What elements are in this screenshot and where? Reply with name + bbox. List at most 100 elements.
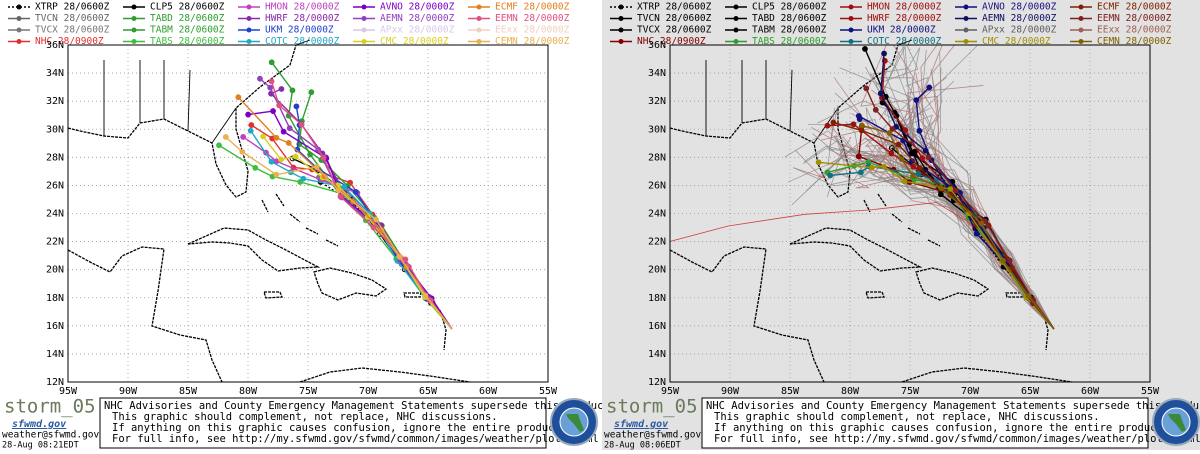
legend-marker [1078, 27, 1084, 33]
y-tick-label: 12N [46, 377, 64, 388]
x-tick-label: 85W [179, 386, 198, 397]
x-tick-label: 90W [721, 386, 740, 397]
track-marker [298, 121, 305, 128]
legend-marker [131, 27, 137, 33]
track-marker [872, 106, 879, 113]
track-marker [239, 148, 246, 155]
legend-label: TVCX 28/0600Z [637, 25, 712, 36]
ensemble-track [853, 142, 1055, 330]
legend-label: AVNO 28/0000Z [982, 2, 1057, 13]
legend-marker [848, 39, 854, 44]
track-marker [308, 89, 315, 96]
track-marker [216, 142, 222, 149]
logo-text: sfwmd.gov [12, 419, 67, 430]
track-marker [857, 169, 864, 176]
legend-label: TABM 28/0600Z [150, 25, 225, 36]
notice-line: For full info, see http://my.sfwmd.gov/s… [714, 433, 1200, 445]
legend-marker [963, 4, 969, 10]
track-marker [278, 86, 285, 92]
track-marker [352, 189, 359, 195]
legend-marker [476, 4, 482, 10]
track-marker [222, 134, 229, 140]
email: weather@sfwmd.gov [2, 430, 100, 441]
x-tick-label: 80W [841, 386, 860, 397]
notice-line: This graphic should complement, not repl… [714, 411, 1100, 423]
legend-label: CMC 28/0000Z [380, 36, 449, 47]
track-marker [397, 254, 403, 260]
map-frame [67, 44, 549, 383]
track-marker [320, 154, 327, 161]
notice-line: If anything on this graphic causes confu… [112, 422, 567, 434]
track-marker [273, 134, 280, 141]
track-marker [881, 50, 887, 57]
legend-label: EEMN 28/0000Z [1097, 13, 1172, 24]
track-marker [1025, 293, 1032, 299]
legend-label: AEMN 28/0000Z [380, 13, 455, 24]
track-marker [938, 185, 944, 191]
legend-label: TVCX 28/0600Z [35, 25, 110, 36]
track-marker [289, 87, 296, 94]
track-marker [868, 164, 875, 171]
track-marker [273, 171, 280, 178]
x-tick-label: 95W [661, 386, 680, 397]
logo-state [566, 414, 584, 432]
y-tick-label: 36N [46, 40, 64, 51]
x-tick-label: 60W [1081, 386, 1100, 397]
track-marker [973, 230, 980, 237]
track-marker [247, 127, 254, 134]
track-marker [895, 141, 902, 148]
y-tick-label: 34N [46, 68, 64, 79]
legend-label: COTC 28/0000Z [867, 36, 942, 47]
legend-marker [733, 39, 739, 44]
legend-marker [848, 4, 854, 10]
track-marker [922, 147, 929, 154]
legend-marker [1078, 4, 1084, 10]
legend-marker [476, 39, 482, 44]
track-marker [926, 84, 933, 91]
legend-label: NHC 28/0900Z [637, 36, 706, 47]
track-marker [337, 193, 344, 200]
y-tick-label: 32N [648, 96, 666, 107]
y-tick-label: 20N [648, 265, 666, 276]
track-marker [937, 191, 944, 198]
legend-label: CMC 28/0000Z [982, 36, 1051, 47]
track-marker [901, 178, 908, 185]
x-tick-label: 70W [359, 386, 378, 397]
track-marker [815, 159, 822, 166]
notice-line: NHC Advisories and County Emergency Mana… [706, 400, 1200, 412]
legend-marker [733, 4, 739, 10]
legend-label: HWRF 28/0000Z [265, 13, 340, 24]
notice-box [701, 397, 1149, 449]
track-marker [898, 156, 905, 163]
track-marker [888, 150, 895, 157]
timestamp: 28-Aug 08:06EDT [604, 441, 681, 451]
legend-marker [361, 27, 367, 33]
legend-marker [246, 27, 252, 33]
legend-marker [246, 4, 252, 10]
track-marker [300, 175, 307, 182]
legend-label: XTRP 28/0600Z [637, 2, 712, 13]
legend-label: ECMF 28/0000Z [495, 2, 570, 13]
legend-label: HMON 28/0000Z [265, 2, 340, 13]
ensemble-track [907, 85, 1055, 330]
legend-marker [476, 27, 482, 33]
legend-marker [131, 16, 137, 21]
y-tick-label: 28N [648, 152, 666, 163]
x-tick-label: 95W [59, 386, 78, 397]
legend-label: AVNO 28/0000Z [380, 2, 455, 13]
legend-marker [246, 39, 252, 44]
x-tick-label: 75W [299, 386, 318, 397]
track-marker [915, 171, 922, 178]
track-marker [422, 292, 429, 299]
track-marker [913, 97, 920, 104]
legend-label: TABS 28/0600Z [150, 36, 225, 47]
track-marker [373, 216, 380, 223]
track-marker [267, 84, 274, 91]
track-marker [341, 184, 348, 191]
track-marker [286, 125, 293, 132]
track-marker [370, 224, 377, 231]
track-marker [1000, 257, 1007, 264]
